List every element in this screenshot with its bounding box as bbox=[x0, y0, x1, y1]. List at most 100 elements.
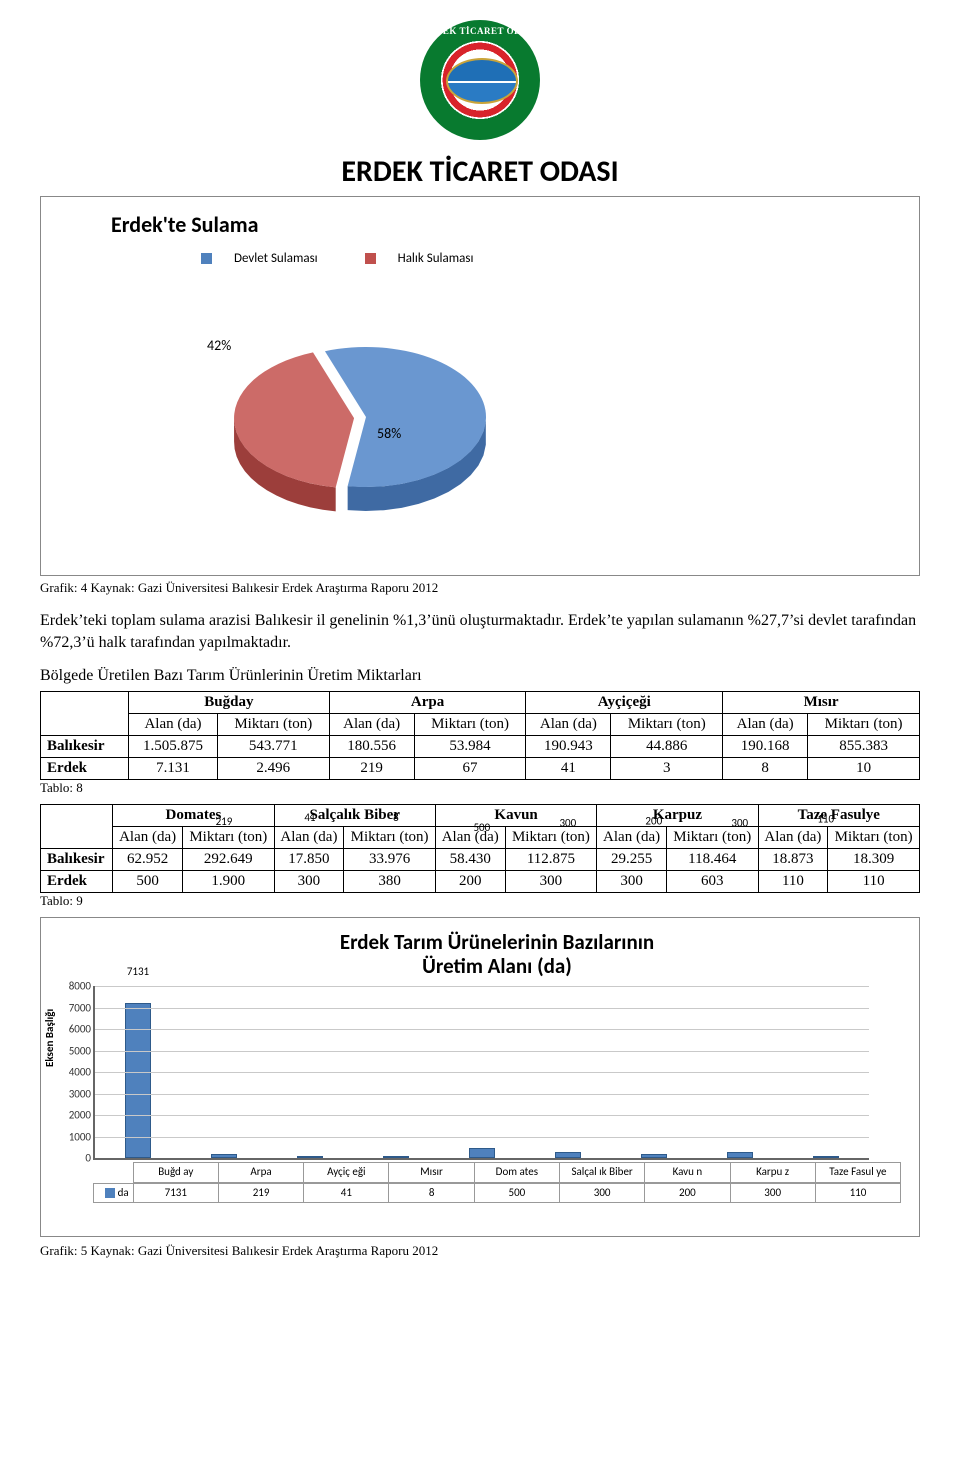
table-sub-header: Alan (da) bbox=[113, 827, 183, 849]
table-cell: 62.952 bbox=[113, 849, 183, 871]
y-tick: 3000 bbox=[51, 1087, 91, 1100]
bar-x-label: Salçal ık Biber bbox=[560, 1162, 645, 1182]
bar-data-cell: 41 bbox=[304, 1183, 389, 1203]
row-header: Balıkesir bbox=[41, 736, 129, 758]
pie-title: Erdek'te Sulama bbox=[111, 211, 259, 238]
bar-x-label: Kavu n bbox=[645, 1162, 730, 1182]
bar-data-cell: 200 bbox=[645, 1183, 730, 1203]
table-cell: 44.886 bbox=[611, 736, 723, 758]
bar-value-label: 219 bbox=[216, 815, 233, 984]
bar-title-line1: Erdek Tarım Ürünelerinin Bazılarının bbox=[340, 929, 654, 955]
table-cell: 112.875 bbox=[505, 849, 597, 871]
table-sub-header: Miktarı (ton) bbox=[414, 714, 526, 736]
table-sub-header: Miktarı (ton) bbox=[217, 714, 329, 736]
row-header: Erdek bbox=[41, 871, 113, 893]
table-cell: 200 bbox=[435, 871, 505, 893]
y-tick: 2000 bbox=[51, 1109, 91, 1122]
table-group-header: Ayçiçeği bbox=[526, 692, 723, 714]
table-cell: 110 bbox=[828, 871, 920, 893]
bar bbox=[211, 1154, 237, 1159]
chart-caption: Grafik: 4 Kaynak: Gazi Üniversitesi Balı… bbox=[40, 580, 920, 596]
y-tick: 0 bbox=[51, 1152, 91, 1165]
section-title: Bölgede Üretilen Bazı Tarım Ürünlerinin … bbox=[40, 667, 920, 685]
table-cell: 58.430 bbox=[435, 849, 505, 871]
bar-data-cell: 300 bbox=[560, 1183, 645, 1203]
table-group-header: Buğday bbox=[129, 692, 330, 714]
bar-data-cell: 300 bbox=[731, 1183, 816, 1203]
bar-x-label: Taze Fasul ye bbox=[816, 1162, 901, 1182]
pie-svg bbox=[221, 317, 511, 537]
table-sub-header: Alan (da) bbox=[129, 714, 218, 736]
table-group-header: Domates bbox=[113, 805, 274, 827]
bar bbox=[555, 1152, 581, 1159]
bar-x-label: Mısır bbox=[389, 1162, 474, 1182]
table-row: Balıkesir1.505.875543.771180.55653.98419… bbox=[41, 736, 920, 758]
legend-swatch bbox=[365, 253, 376, 264]
table-sub-header: Miktarı (ton) bbox=[505, 827, 597, 849]
bar-value-label: 7131 bbox=[127, 966, 149, 985]
bar-x-label: Karpu z bbox=[731, 1162, 816, 1182]
table-cell: 2.496 bbox=[217, 758, 329, 780]
bar bbox=[813, 1156, 839, 1158]
bar-value-label: 41 bbox=[304, 811, 315, 984]
table-sub-header: Miktarı (ton) bbox=[344, 827, 436, 849]
y-tick: 7000 bbox=[51, 1001, 91, 1014]
pie-slice-label: 42% bbox=[207, 337, 231, 354]
y-tick: 6000 bbox=[51, 1023, 91, 1036]
table-sub-header: Alan (da) bbox=[526, 714, 611, 736]
bar-value-label: 300 bbox=[559, 817, 576, 984]
table-cell: 33.976 bbox=[344, 849, 436, 871]
bar-value-label: 500 bbox=[473, 821, 490, 984]
pie-legend-item: Halık Sulaması bbox=[365, 251, 496, 266]
bar bbox=[469, 1148, 495, 1159]
y-tick: 8000 bbox=[51, 980, 91, 993]
table-cell: 380 bbox=[344, 871, 436, 893]
table-cell: 543.771 bbox=[217, 736, 329, 758]
bar-ylabel: Eksen Başlığı bbox=[43, 1008, 56, 1066]
table-cell: 1.505.875 bbox=[129, 736, 218, 758]
logo-container: ERDEK TİCARET ODASI bbox=[40, 20, 920, 145]
table-sub-header: Alan (da) bbox=[435, 827, 505, 849]
table-label: Tablo: 8 bbox=[40, 780, 920, 796]
table-sub-header: Alan (da) bbox=[329, 714, 414, 736]
bar-x-label: Buğd ay bbox=[133, 1162, 219, 1182]
bar-data-cell: 110 bbox=[816, 1183, 901, 1203]
table-cell: 10 bbox=[808, 758, 920, 780]
bar-x-label: Ayçiç eği bbox=[304, 1162, 389, 1182]
bar-value-label: 110 bbox=[817, 813, 834, 985]
bar-plot: 7131219418500300200300110 01000200030004… bbox=[93, 986, 869, 1160]
table-cell: 7.131 bbox=[129, 758, 218, 780]
table-cell: 180.556 bbox=[329, 736, 414, 758]
table-group-header: Mısır bbox=[723, 692, 920, 714]
bar bbox=[383, 1156, 409, 1158]
table-sub-header: Alan (da) bbox=[723, 714, 808, 736]
table-group-header: Arpa bbox=[329, 692, 526, 714]
table-8: BuğdayArpaAyçiçeğiMısırAlan (da)Miktarı … bbox=[40, 691, 920, 780]
org-logo: ERDEK TİCARET ODASI bbox=[420, 20, 540, 140]
bar-data-cell: 8 bbox=[389, 1183, 474, 1203]
table-cell: 67 bbox=[414, 758, 526, 780]
bar-chart-title: Erdek Tarım Ürünelerinin Bazılarının Üre… bbox=[93, 930, 901, 978]
table-row: Erdek7.1312.49621967413810 bbox=[41, 758, 920, 780]
table-sub-header: Miktarı (ton) bbox=[808, 714, 920, 736]
table-sub-header: Miktarı (ton) bbox=[828, 827, 920, 849]
bar-x-labels: Buğd ayArpaAyçiç eğiMısırDom atesSalçal … bbox=[133, 1162, 901, 1182]
body-paragraph: Erdek’teki toplam sulama arazisi Balıkes… bbox=[40, 610, 920, 653]
bar bbox=[641, 1154, 667, 1158]
series-name: da bbox=[118, 1186, 129, 1199]
legend-label: Halık Sulaması bbox=[398, 251, 474, 266]
bar bbox=[727, 1152, 753, 1159]
row-header: Erdek bbox=[41, 758, 129, 780]
table-sub-header: Miktarı (ton) bbox=[611, 714, 723, 736]
bar-value-label: 300 bbox=[731, 817, 748, 984]
table-cell: 41 bbox=[526, 758, 611, 780]
table-cell: 190.943 bbox=[526, 736, 611, 758]
table-cell: 53.984 bbox=[414, 736, 526, 758]
pie-slice-label: 58% bbox=[377, 425, 401, 442]
bar-series-label: da bbox=[93, 1183, 133, 1203]
page: ERDEK TİCARET ODASI ERDEK TİCARET ODASI … bbox=[0, 0, 960, 1303]
table-group-header: Taze Fasulye bbox=[758, 805, 919, 827]
bar-x-label: Dom ates bbox=[475, 1162, 560, 1182]
pie-legend-item: Devlet Sulaması bbox=[201, 251, 340, 266]
bar-x-label: Arpa bbox=[219, 1162, 304, 1182]
